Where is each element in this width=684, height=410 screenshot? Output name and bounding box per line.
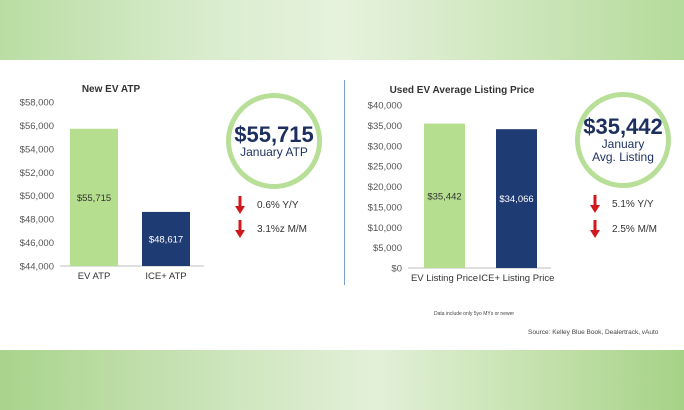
used-y-tick-label: $35,000: [368, 121, 402, 132]
new-yoy-change-text: 0.6% Y/Y: [257, 199, 299, 211]
used-mom-change-text: 2.5% M/M: [612, 223, 658, 235]
used-listing-callout: $35,442 January Avg. Listing: [575, 92, 671, 188]
new-bar-ice: [142, 211, 190, 266]
new-mom-change-text: 3.1%z M/M: [257, 223, 308, 235]
used-y-tick-label: $20,000: [368, 182, 402, 193]
used-listing-callout-label-1: January: [601, 137, 645, 151]
new-y-tick-label: $54,000: [20, 144, 54, 155]
used-y-tick-label: $25,000: [368, 162, 402, 173]
new-y-tick-label: $52,000: [20, 168, 54, 179]
used-bar-value-label: $35,442: [427, 191, 461, 202]
top-banner: [0, 0, 684, 60]
new-mom-change: 3.1%z M/M: [235, 220, 307, 238]
new-y-tick-label: $48,000: [20, 215, 54, 226]
new-atp-callout-value: $55,715: [234, 121, 314, 147]
new-atp-callout: $55,715 January ATP: [226, 93, 322, 189]
footnote: Data include only 5yo MYs or newer: [434, 311, 515, 317]
used-listing-callout-value: $35,442: [583, 114, 663, 139]
used-bar-ice: [496, 129, 537, 268]
down-arrow-icon: [235, 220, 245, 238]
panel-divider: [344, 80, 345, 285]
down-arrow-icon: [590, 220, 600, 238]
used-yoy-change-text: 5.1% Y/Y: [612, 198, 654, 210]
used-category-label: EV Listing Price: [411, 273, 478, 284]
used-bar-ev: [424, 123, 465, 268]
new-y-tick-label: $44,000: [20, 262, 54, 273]
source-note: Source: Kelley Blue Book, Dealertrack, v…: [528, 329, 659, 336]
new-category-label: EV ATP: [78, 271, 111, 282]
new-chart-title: New EV ATP: [82, 84, 141, 95]
new-yoy-change: 0.6% Y/Y: [235, 196, 299, 214]
used-y-tick-label: $40,000: [368, 101, 402, 112]
used-listing-callout-label-2: Avg. Listing: [592, 150, 654, 164]
down-arrow-icon: [235, 196, 245, 214]
new-y-tick-label: $50,000: [20, 191, 54, 202]
new-bar-ev: [70, 128, 118, 266]
new-y-tick-label: $58,000: [20, 98, 54, 109]
bottom-banner: [0, 350, 684, 410]
used-yoy-change: 5.1% Y/Y: [590, 195, 654, 213]
used-y-tick-label: $10,000: [368, 223, 402, 234]
down-arrow-icon: [590, 195, 600, 213]
used-chart-title: Used EV Average Listing Price: [390, 85, 535, 96]
used-y-tick-label: $15,000: [368, 202, 402, 213]
used-mom-change: 2.5% M/M: [590, 220, 657, 238]
used-y-tick-label: $0: [391, 264, 402, 275]
new-y-tick-label: $46,000: [20, 238, 54, 249]
new-atp-callout-label: January ATP: [240, 144, 308, 159]
used-bar-value-label: $34,066: [499, 194, 533, 205]
new-bar-value-label: $55,715: [77, 193, 111, 204]
new-category-label: ICE+ ATP: [145, 271, 186, 282]
new-y-tick-label: $56,000: [20, 121, 54, 132]
used-category-label: ICE+ Listing Price: [479, 273, 555, 284]
used-y-tick-label: $30,000: [368, 141, 402, 152]
used-y-tick-label: $5,000: [373, 243, 402, 254]
new-bar-value-label: $48,617: [149, 234, 183, 245]
